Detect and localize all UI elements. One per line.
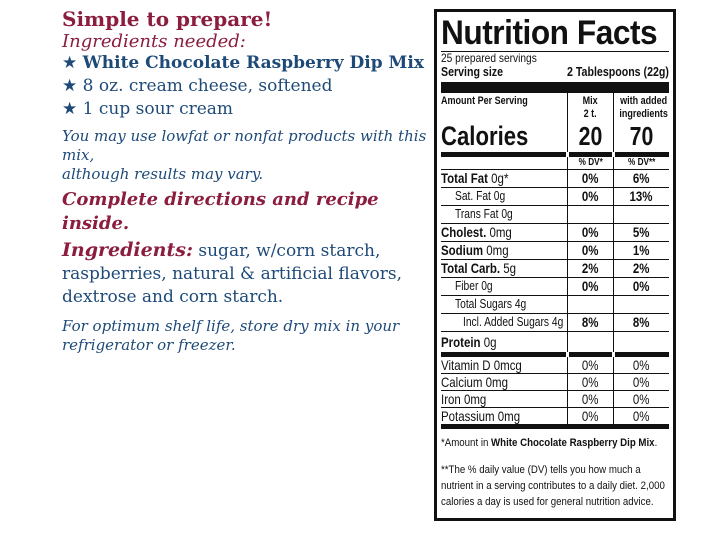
- servings-per-container: 25 prepared servings: [441, 51, 537, 65]
- ingredients-text: raspberries, natural & artificial flavor…: [62, 264, 402, 284]
- lowfat-note: You may use lowfat or nonfat products wi…: [62, 127, 434, 184]
- lowfat-note-line: You may use lowfat or nonfat products wi…: [62, 127, 427, 164]
- thick-divider: [441, 82, 669, 93]
- nutrition-facts-label: Nutrition Facts 25 prepared servings Ser…: [434, 9, 676, 521]
- nutrient-row-added-sugars: Incl. Added Sugars 4g 8% 8%: [441, 313, 669, 332]
- serving-size-value: 2 Tablespoons (22g): [567, 65, 669, 79]
- calories-row: Calories 20 70: [441, 121, 669, 152]
- serving-size-label: Serving size: [441, 65, 504, 79]
- mix-column-header: Mix 2 t.: [582, 95, 599, 120]
- nutrient-row-sat-fat: Sat. Fat 0g 0% 13%: [441, 187, 669, 206]
- subheading: Ingredients needed:: [62, 31, 246, 52]
- nutrient-row-sodium: Sodium 0mg 0% 1%: [441, 241, 669, 260]
- nutrient-row-total-fat: Total Fat 0g* 0% 6%: [441, 169, 669, 188]
- ingredients-list: Ingredients: sugar, w/corn starch, raspb…: [62, 239, 434, 309]
- amount-per-serving-label: Amount Per Serving: [441, 95, 528, 107]
- footnote-amount: *Amount in White Chocolate Raspberry Dip…: [441, 437, 658, 449]
- needed-item-text: 1 cup sour cream: [82, 99, 234, 119]
- needed-item-text: White Chocolate Raspberry Dip Mix: [82, 53, 424, 73]
- star-icon: ★: [62, 99, 78, 119]
- calories-with-added: 70: [629, 121, 654, 151]
- vitamin-row-potassium: Potassium 0mg 0% 0%: [441, 407, 669, 424]
- needed-item: ★ White Chocolate Raspberry Dip Mix: [62, 52, 434, 75]
- nutrient-row-trans-fat: Trans Fat 0g: [441, 205, 669, 224]
- serving-size-row: Serving size 2 Tablespoons (22g): [441, 65, 669, 80]
- needed-item: ★ 1 cup sour cream: [62, 98, 434, 121]
- calories-label: Calories: [441, 121, 529, 151]
- storage-note: For optimum shelf life, store dry mix in…: [62, 317, 434, 355]
- vitamin-row-vitamin-d: Vitamin D 0mcg 0% 0%: [441, 357, 669, 374]
- nutrient-row-protein: Protein 0g: [441, 331, 669, 352]
- calories-mix: 20: [578, 121, 603, 151]
- star-icon: ★: [62, 53, 78, 73]
- storage-note-line: refrigerator or freezer.: [62, 336, 236, 354]
- nutrient-row-total-carb: Total Carb. 5g 2% 2%: [441, 259, 669, 278]
- nutrient-row-fiber: Fiber 0g 0% 0%: [441, 277, 669, 296]
- dv-with-added-header: % DV**: [627, 157, 656, 168]
- needed-item-text: 8 oz. cream cheese, softened: [82, 76, 333, 96]
- ingredients-label: Ingredients:: [62, 239, 193, 261]
- dv-header-row: % DV* % DV**: [441, 157, 669, 170]
- ingredients-text: dextrose and corn starch.: [62, 287, 284, 307]
- vitamin-row-iron: Iron 0mg 0% 0%: [441, 390, 669, 408]
- nutrition-facts-title: Nutrition Facts: [441, 14, 658, 52]
- nutrient-row-cholesterol: Cholest. 0mg 0% 5%: [441, 223, 669, 242]
- footnote-daily-value: **The % daily value (DV) tells you how m…: [441, 464, 665, 508]
- heading: Simple to prepare!: [62, 7, 273, 31]
- star-icon: ★: [62, 76, 78, 96]
- with-added-column-header: with added ingredients: [619, 95, 668, 120]
- directions-note: Complete directions and recipe inside.: [62, 189, 379, 234]
- ingredients-text: sugar, w/corn starch,: [192, 241, 381, 261]
- thick-divider: [441, 424, 669, 429]
- storage-note-line: For optimum shelf life, store dry mix in…: [62, 317, 400, 335]
- thick-divider: [441, 152, 669, 157]
- needed-item: ★ 8 oz. cream cheese, softened: [62, 75, 434, 98]
- nutrient-row-total-sugars: Total Sugars 4g: [441, 295, 669, 314]
- thick-divider: [441, 352, 669, 357]
- dv-mix-header: % DV*: [578, 157, 603, 168]
- column-header-row: Amount Per Serving Mix 2 t. with added ing…: [441, 93, 669, 121]
- divider: [441, 51, 669, 52]
- product-info-panel: Simple to prepare! Ingredients needed: ★…: [62, 8, 434, 355]
- vitamin-row-calcium: Calcium 0mg 0% 0%: [441, 373, 669, 391]
- lowfat-note-line: although results may vary.: [62, 165, 264, 183]
- nutrition-table: Amount Per Serving Mix 2 t. with added ing…: [441, 93, 669, 424]
